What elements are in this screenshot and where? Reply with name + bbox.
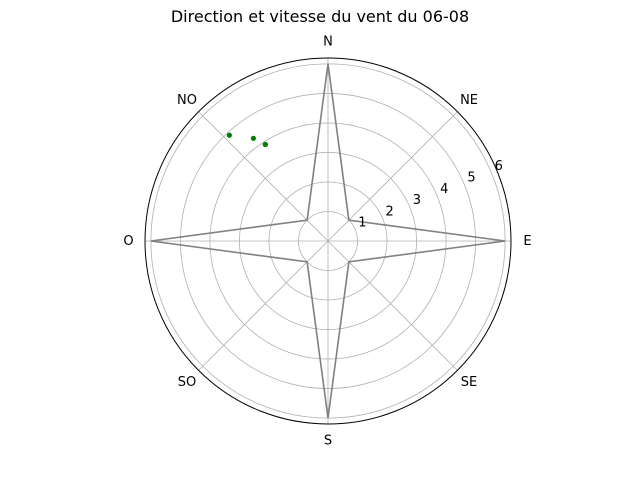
- radial-gridline-no: [198, 111, 329, 242]
- wind-point-1: [226, 132, 232, 138]
- direction-label-se: SE: [461, 375, 477, 390]
- radial-gridline-so: [198, 240, 329, 371]
- grid-circle-4: [209, 122, 447, 360]
- direction-label-e: E: [523, 234, 531, 249]
- radial-tick-label-4: 4: [440, 182, 448, 197]
- direction-label-so: SO: [178, 375, 196, 390]
- radial-tick-label-2: 2: [386, 204, 394, 219]
- radial-gridline-se: [327, 240, 458, 371]
- direction-label-ne: NE: [460, 93, 478, 108]
- polar-grid: [144, 57, 512, 425]
- wind-point-4: [262, 141, 268, 148]
- grid-circle-2: [268, 181, 388, 301]
- radial-gridline-ne: [327, 111, 458, 242]
- polar-frame: [144, 57, 512, 425]
- compass-rose-star: [150, 63, 506, 419]
- axis-labels: N NE E SE S SO O NO 1 2 3 4 5 6: [123, 35, 531, 449]
- wind-point-2: [250, 135, 256, 141]
- radial-tick-label-3: 3: [413, 193, 421, 208]
- grid-circle-3: [239, 152, 417, 330]
- compass-rose: [150, 63, 506, 419]
- grid-circle-1: [298, 211, 358, 271]
- chart-title: Direction et vitesse du vent du 06-08: [171, 7, 469, 26]
- direction-label-n: N: [323, 35, 333, 50]
- radial-tick-label-6: 6: [495, 159, 503, 174]
- direction-label-no: NO: [177, 93, 197, 108]
- radial-tick-label-5: 5: [467, 171, 475, 186]
- direction-label-s: S: [324, 433, 332, 448]
- data-points: [226, 132, 268, 148]
- grid-circle-5: [180, 93, 476, 389]
- radial-tick-label-1: 1: [358, 216, 366, 231]
- direction-label-o: O: [123, 234, 133, 249]
